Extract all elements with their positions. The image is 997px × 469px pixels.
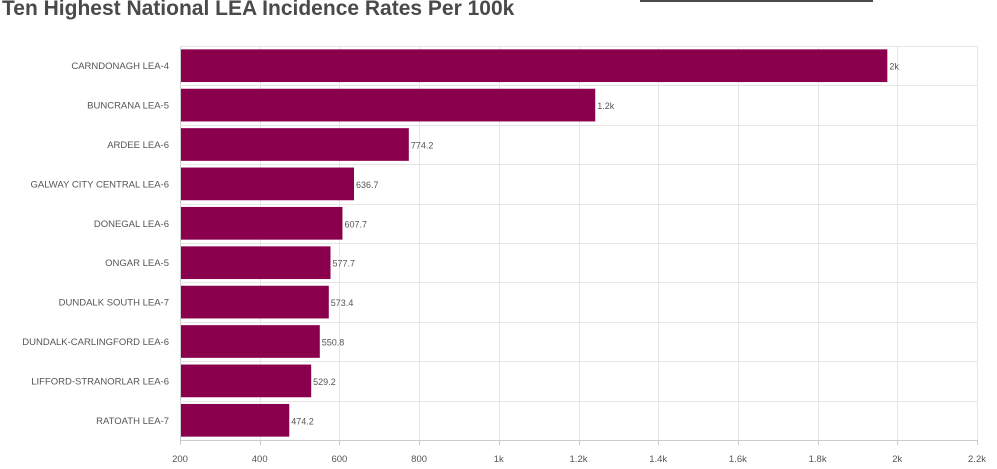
- category-label: BUNCRANA LEA-5: [87, 101, 169, 112]
- category-label: RATOATH LEA-7: [96, 416, 169, 427]
- bar[interactable]: [181, 364, 312, 398]
- x-tick-label: 1.6k: [729, 454, 747, 465]
- data-label: 2k: [889, 62, 899, 72]
- x-tick-label: 1k: [494, 454, 504, 465]
- bar[interactable]: [181, 167, 355, 201]
- data-label: 577.7: [333, 259, 356, 269]
- x-tick-label: 1.8k: [809, 454, 827, 465]
- data-label: 607.7: [344, 219, 367, 229]
- x-tick-label: 200: [172, 454, 188, 465]
- data-label: 1.2k: [597, 101, 615, 111]
- category-label: ONGAR LEA-5: [105, 258, 169, 269]
- bar[interactable]: [181, 325, 320, 358]
- x-tick-label: 1.4k: [649, 454, 667, 465]
- data-label: 774.2: [411, 141, 434, 151]
- x-tick-label: 400: [252, 454, 268, 465]
- x-tick-label: 2k: [892, 454, 902, 465]
- category-label: DONEGAL LEA-6: [94, 219, 169, 230]
- category-label: DUNDALK-CARLINGFORD LEA-6: [22, 337, 169, 348]
- category-label: ARDEE LEA-6: [107, 140, 169, 151]
- category-label: GALWAY CITY CENTRAL LEA-6: [31, 179, 170, 190]
- chart-title: Ten Highest National LEA Incidence Rates…: [2, 0, 515, 20]
- data-label: 636.7: [356, 180, 379, 190]
- bar[interactable]: [181, 206, 343, 240]
- bar[interactable]: [181, 285, 329, 319]
- bar[interactable]: [181, 128, 409, 161]
- data-labels: 2k 1.2k 774.2 636.7 607.7 577.7 573.4 550.8 529.…: [291, 62, 899, 427]
- data-label: 573.4: [331, 298, 354, 308]
- bar[interactable]: [181, 246, 331, 280]
- bars: [181, 49, 888, 437]
- x-tick-label: 2.2k: [968, 454, 986, 465]
- header-divider: [640, 0, 873, 2]
- bar[interactable]: [181, 403, 290, 437]
- category-label: DUNDALK SOUTH LEA-7: [59, 298, 169, 309]
- bar[interactable]: [181, 49, 888, 83]
- x-axis: 200 400 600 800 1k 1.2k 1.4k 1.6k 1.8k 2k 2.2k: [172, 440, 986, 465]
- x-tick-label: 800: [411, 454, 427, 465]
- category-labels: CARNDONAGH LEA-4 BUNCRANA LEA-5 ARDEE LEA-…: [22, 61, 169, 427]
- category-label: CARNDONAGH LEA-4: [71, 61, 169, 72]
- data-label: 550.8: [322, 338, 345, 348]
- x-tick-label: 600: [331, 454, 347, 465]
- category-label: LIFFORD-STRANORLAR LEA-6: [31, 376, 169, 387]
- data-label: 474.2: [291, 416, 314, 426]
- x-tick-label: 1.2k: [570, 454, 588, 465]
- bar[interactable]: [181, 88, 596, 122]
- data-label: 529.2: [313, 377, 336, 387]
